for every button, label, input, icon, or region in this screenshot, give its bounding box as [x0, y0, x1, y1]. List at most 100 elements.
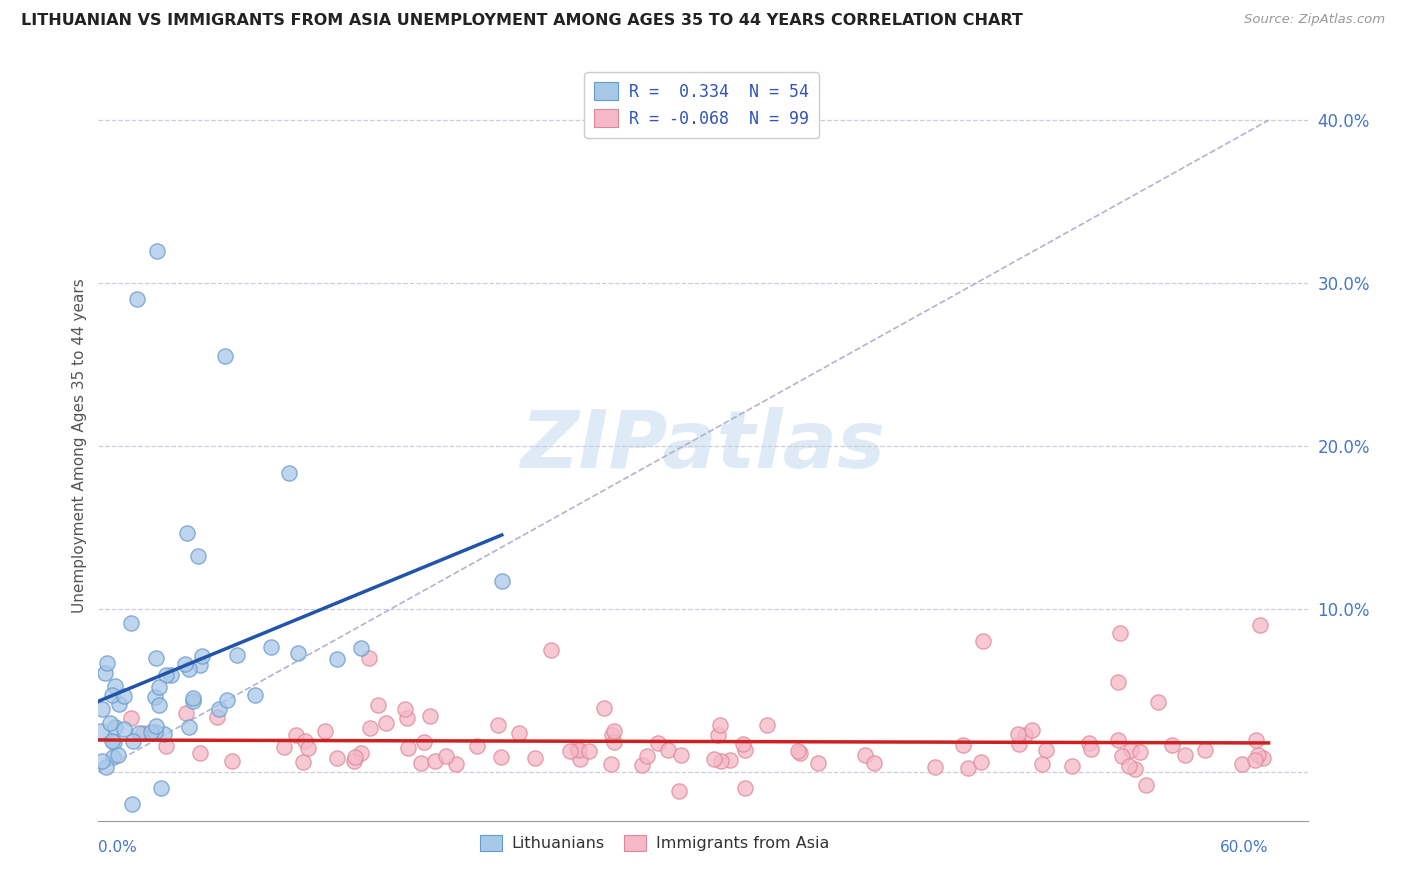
Point: [273, 740, 295, 755]
Point: [120, 616, 142, 631]
Point: [112, 689, 135, 703]
Point: [205, 710, 228, 724]
Point: [1129, 745, 1152, 759]
Point: [359, 721, 381, 735]
Point: [602, 735, 624, 749]
Point: [444, 756, 467, 771]
Point: [344, 750, 367, 764]
Point: [103, 679, 125, 693]
Point: [1123, 762, 1146, 776]
Point: [733, 737, 755, 751]
Point: [214, 350, 236, 364]
Point: [367, 698, 389, 712]
Point: [350, 747, 373, 761]
Point: [710, 755, 733, 769]
Point: [1108, 626, 1130, 640]
Point: [1021, 723, 1043, 737]
Point: [1035, 743, 1057, 757]
Point: [177, 720, 200, 734]
Point: [225, 648, 247, 662]
Point: [1007, 727, 1029, 741]
Point: [96, 656, 118, 670]
Point: [155, 667, 177, 681]
Point: [176, 526, 198, 541]
Point: [217, 692, 239, 706]
Point: [94, 666, 117, 681]
Point: [287, 646, 309, 660]
Point: [90, 724, 112, 739]
Point: [1107, 675, 1129, 690]
Point: [489, 750, 512, 764]
Point: [952, 738, 974, 752]
Point: [326, 750, 349, 764]
Point: [567, 742, 589, 756]
Point: [177, 662, 200, 676]
Point: [188, 657, 211, 672]
Point: [970, 756, 993, 770]
Point: [292, 755, 315, 769]
Point: [159, 668, 181, 682]
Point: [146, 244, 169, 258]
Point: [1249, 618, 1271, 632]
Point: [143, 725, 166, 739]
Point: [1111, 748, 1133, 763]
Point: [188, 746, 211, 760]
Point: [486, 717, 509, 731]
Point: [112, 722, 135, 736]
Point: [709, 718, 731, 732]
Point: [121, 797, 143, 812]
Point: [1246, 732, 1268, 747]
Point: [508, 726, 530, 740]
Y-axis label: Unemployment Among Ages 35 to 44 years: Unemployment Among Ages 35 to 44 years: [72, 278, 87, 614]
Point: [1060, 758, 1083, 772]
Point: [1008, 737, 1031, 751]
Point: [1174, 748, 1197, 763]
Text: Source: ZipAtlas.com: Source: ZipAtlas.com: [1244, 13, 1385, 27]
Point: [957, 761, 980, 775]
Point: [101, 749, 124, 764]
Point: [707, 728, 730, 742]
Point: [357, 650, 380, 665]
Point: [703, 752, 725, 766]
Point: [636, 749, 658, 764]
Point: [1119, 742, 1142, 756]
Point: [103, 735, 125, 749]
Point: [278, 466, 301, 480]
Point: [285, 728, 308, 742]
Point: [1161, 738, 1184, 752]
Point: [174, 657, 197, 672]
Point: [326, 652, 349, 666]
Point: [207, 702, 229, 716]
Point: [734, 743, 756, 757]
Point: [568, 743, 591, 757]
Point: [568, 751, 591, 765]
Point: [1135, 778, 1157, 792]
Point: [600, 728, 623, 742]
Point: [145, 651, 167, 665]
Point: [396, 740, 419, 755]
Point: [924, 760, 946, 774]
Point: [1147, 695, 1170, 709]
Point: [578, 743, 600, 757]
Point: [128, 726, 150, 740]
Point: [153, 727, 176, 741]
Point: [174, 706, 197, 721]
Point: [181, 694, 204, 708]
Legend: Lithuanians, Immigrants from Asia: Lithuanians, Immigrants from Asia: [474, 829, 835, 857]
Point: [1118, 759, 1140, 773]
Point: [1031, 757, 1053, 772]
Point: [243, 688, 266, 702]
Point: [540, 642, 562, 657]
Point: [120, 711, 142, 725]
Point: [294, 734, 316, 748]
Point: [972, 634, 994, 648]
Point: [603, 724, 626, 739]
Point: [560, 744, 582, 758]
Text: 60.0%: 60.0%: [1220, 840, 1268, 855]
Point: [419, 709, 441, 723]
Point: [148, 698, 170, 712]
Point: [150, 780, 173, 795]
Point: [491, 574, 513, 588]
Point: [853, 748, 876, 763]
Point: [592, 700, 614, 714]
